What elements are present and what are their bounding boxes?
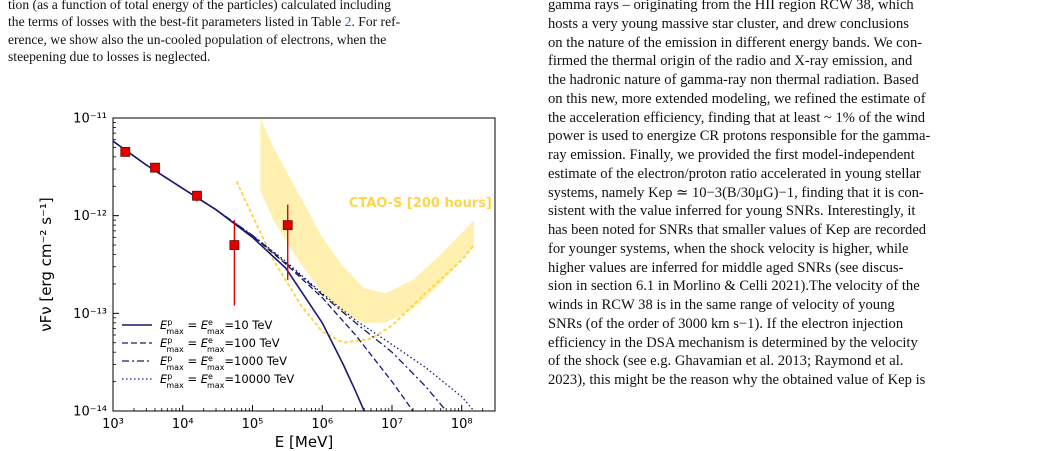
data-point (120, 146, 131, 157)
sensitivity-band-layer (260, 118, 474, 323)
body-line: hosts a very young massive star cluster,… (548, 15, 909, 32)
x-tick-label: 10⁷ (381, 417, 403, 432)
body-line: systems, namely Kep ≃ 10−3(B/30μG)−1, fi… (548, 184, 924, 201)
legend-label-part: = E (184, 336, 209, 350)
y-tick-label: 10⁻¹² (73, 209, 107, 224)
body-line: power is used to energize CR protons res… (548, 128, 931, 145)
body-line: gamma rays – originating from the HII re… (548, 0, 914, 13)
legend-label-part: e (208, 354, 213, 363)
legend-label-part: =100 TeV (224, 336, 279, 350)
legend-label-part: max (207, 381, 225, 390)
body-line: the hadronic nature of gamma-ray non the… (548, 72, 919, 88)
sensitivity-band (260, 118, 474, 323)
figure-caption: tion (as a function of total energy of t… (8, 0, 514, 65)
caption-line: steepening due to losses is neglected. (8, 48, 211, 64)
x-tick-label: 10⁵ (242, 417, 264, 432)
legend-label: Ep max = Ee max=100 TeV (160, 336, 280, 354)
data-point (150, 162, 160, 173)
legend-label-part: max (207, 363, 225, 372)
y-tick-label: 10⁻¹⁴ (73, 405, 107, 420)
data-point (192, 190, 202, 201)
legend-label-part: E (160, 372, 168, 386)
sensitivity-curve-layer (236, 181, 475, 344)
body-line: ray emission. Finally, we provided the f… (548, 147, 915, 163)
sed-chart: 10³ 10⁴ 10⁵ 10⁶ 10⁷ 10⁸ 10⁻¹⁴ 10⁻¹³ 10⁻¹² 10⁻¹¹ C… (37, 112, 496, 451)
legend-label-part: E (160, 336, 168, 350)
model-curve-dashed (112, 140, 414, 412)
legend-label-part: max (166, 345, 184, 354)
legend-label: Ep max = Ee max=10000 TeV (160, 372, 294, 390)
y-tick-label: 10⁻¹³ (73, 307, 107, 322)
model-curves-layer (112, 140, 475, 412)
caption-line: the terms of losses with the best-fit pa… (8, 14, 401, 30)
legend-label-part: e (208, 336, 213, 345)
legend-label-part: E (160, 354, 168, 368)
caption-line: tion (as a function of total energy of t… (8, 0, 391, 12)
x-tick-label: 10⁸ (451, 417, 473, 432)
legend-label-part: p (167, 318, 172, 327)
x-tick-label: 10³ (102, 417, 124, 432)
legend-label-part: = E (184, 318, 209, 332)
data-point (229, 240, 240, 250)
body-line: higher values are inferred for middle ag… (548, 259, 904, 276)
table-ref-link[interactable]: 2 (344, 14, 352, 30)
body-line: estimate of the electron/proton ratio ac… (548, 165, 921, 182)
body-line: firmed the thermal origin of the radio a… (548, 53, 913, 70)
legend-label-part: max (207, 345, 225, 354)
body-line: of the shock (see e.g. Ghavamian et al. … (548, 353, 904, 370)
model-curve-dotted (112, 140, 475, 412)
legend-label: Ep max = Ee max=10 TeV (160, 318, 272, 336)
sensitivity-dotted-curve (236, 181, 475, 344)
body-line: on this new, more extended modeling, we … (548, 90, 926, 107)
legend-label-part: E (160, 318, 168, 332)
legend-label-part: =1000 TeV (224, 354, 287, 368)
body-line: on the nature of the emission in differe… (548, 34, 923, 51)
body-line: winds in RCW 38 is in the same range of … (548, 297, 895, 313)
legend-label-part: = E (184, 354, 209, 368)
y-tick-label: 10⁻¹¹ (73, 112, 107, 127)
body-line: sistent with the value inferred for youn… (548, 203, 916, 220)
caption-line: erence, we show also the un-cooled popul… (8, 31, 387, 47)
body-line: 2023), this might be the reason why the … (548, 372, 926, 388)
body-line: SNRs (of the order of 3000 km s−1). If t… (548, 315, 904, 332)
model-curve-dashdot (112, 140, 447, 412)
body-line: for younger systems, when the shock velo… (548, 240, 909, 257)
legend-label-part: p (167, 336, 172, 345)
legend-label-part: e (208, 372, 213, 381)
legend-label-part: =10 TeV (224, 318, 272, 332)
legend-label-part: =10000 TeV (224, 372, 294, 386)
legend-label-part: p (167, 372, 172, 381)
legend-label: Ep max = Ee max=1000 TeV (160, 354, 287, 372)
legend-label-part: max (166, 363, 184, 372)
legend-label-part: = E (184, 372, 209, 386)
legend-label-part: max (166, 381, 184, 390)
body-line: efficiency in the DSA mechanism is deter… (548, 334, 918, 351)
legend-label-part: p (167, 354, 172, 363)
body-line: the acceleration efficiency, finding tha… (548, 109, 926, 126)
data-points-layer (120, 146, 293, 306)
x-tick-label: 10⁶ (311, 417, 333, 432)
data-point (282, 220, 293, 231)
axis-ticks-layer: 10³ 10⁴ 10⁵ 10⁶ 10⁷ 10⁸ 10⁻¹⁴ 10⁻¹³ 10⁻¹² 10⁻¹¹ (73, 112, 496, 432)
cta-annotation: CTAO-S [200 hours] (349, 196, 492, 211)
plot-frame (112, 117, 496, 412)
body-line: sion in section 6.1 in Morlino & Celli 2… (548, 278, 920, 295)
x-tick-label: 10⁴ (172, 417, 194, 432)
legend-label-part: max (166, 327, 184, 336)
legend-label-part: max (207, 327, 225, 336)
body-line: has been noted for SNRs that smaller val… (548, 222, 927, 238)
body-text: gamma rays – originating from the HII re… (548, 0, 1048, 390)
y-axis-label: νFν [erg cm⁻² s⁻¹] (37, 197, 55, 332)
legend-label-part: e (208, 318, 213, 327)
x-axis-label: E [MeV] (275, 433, 333, 451)
